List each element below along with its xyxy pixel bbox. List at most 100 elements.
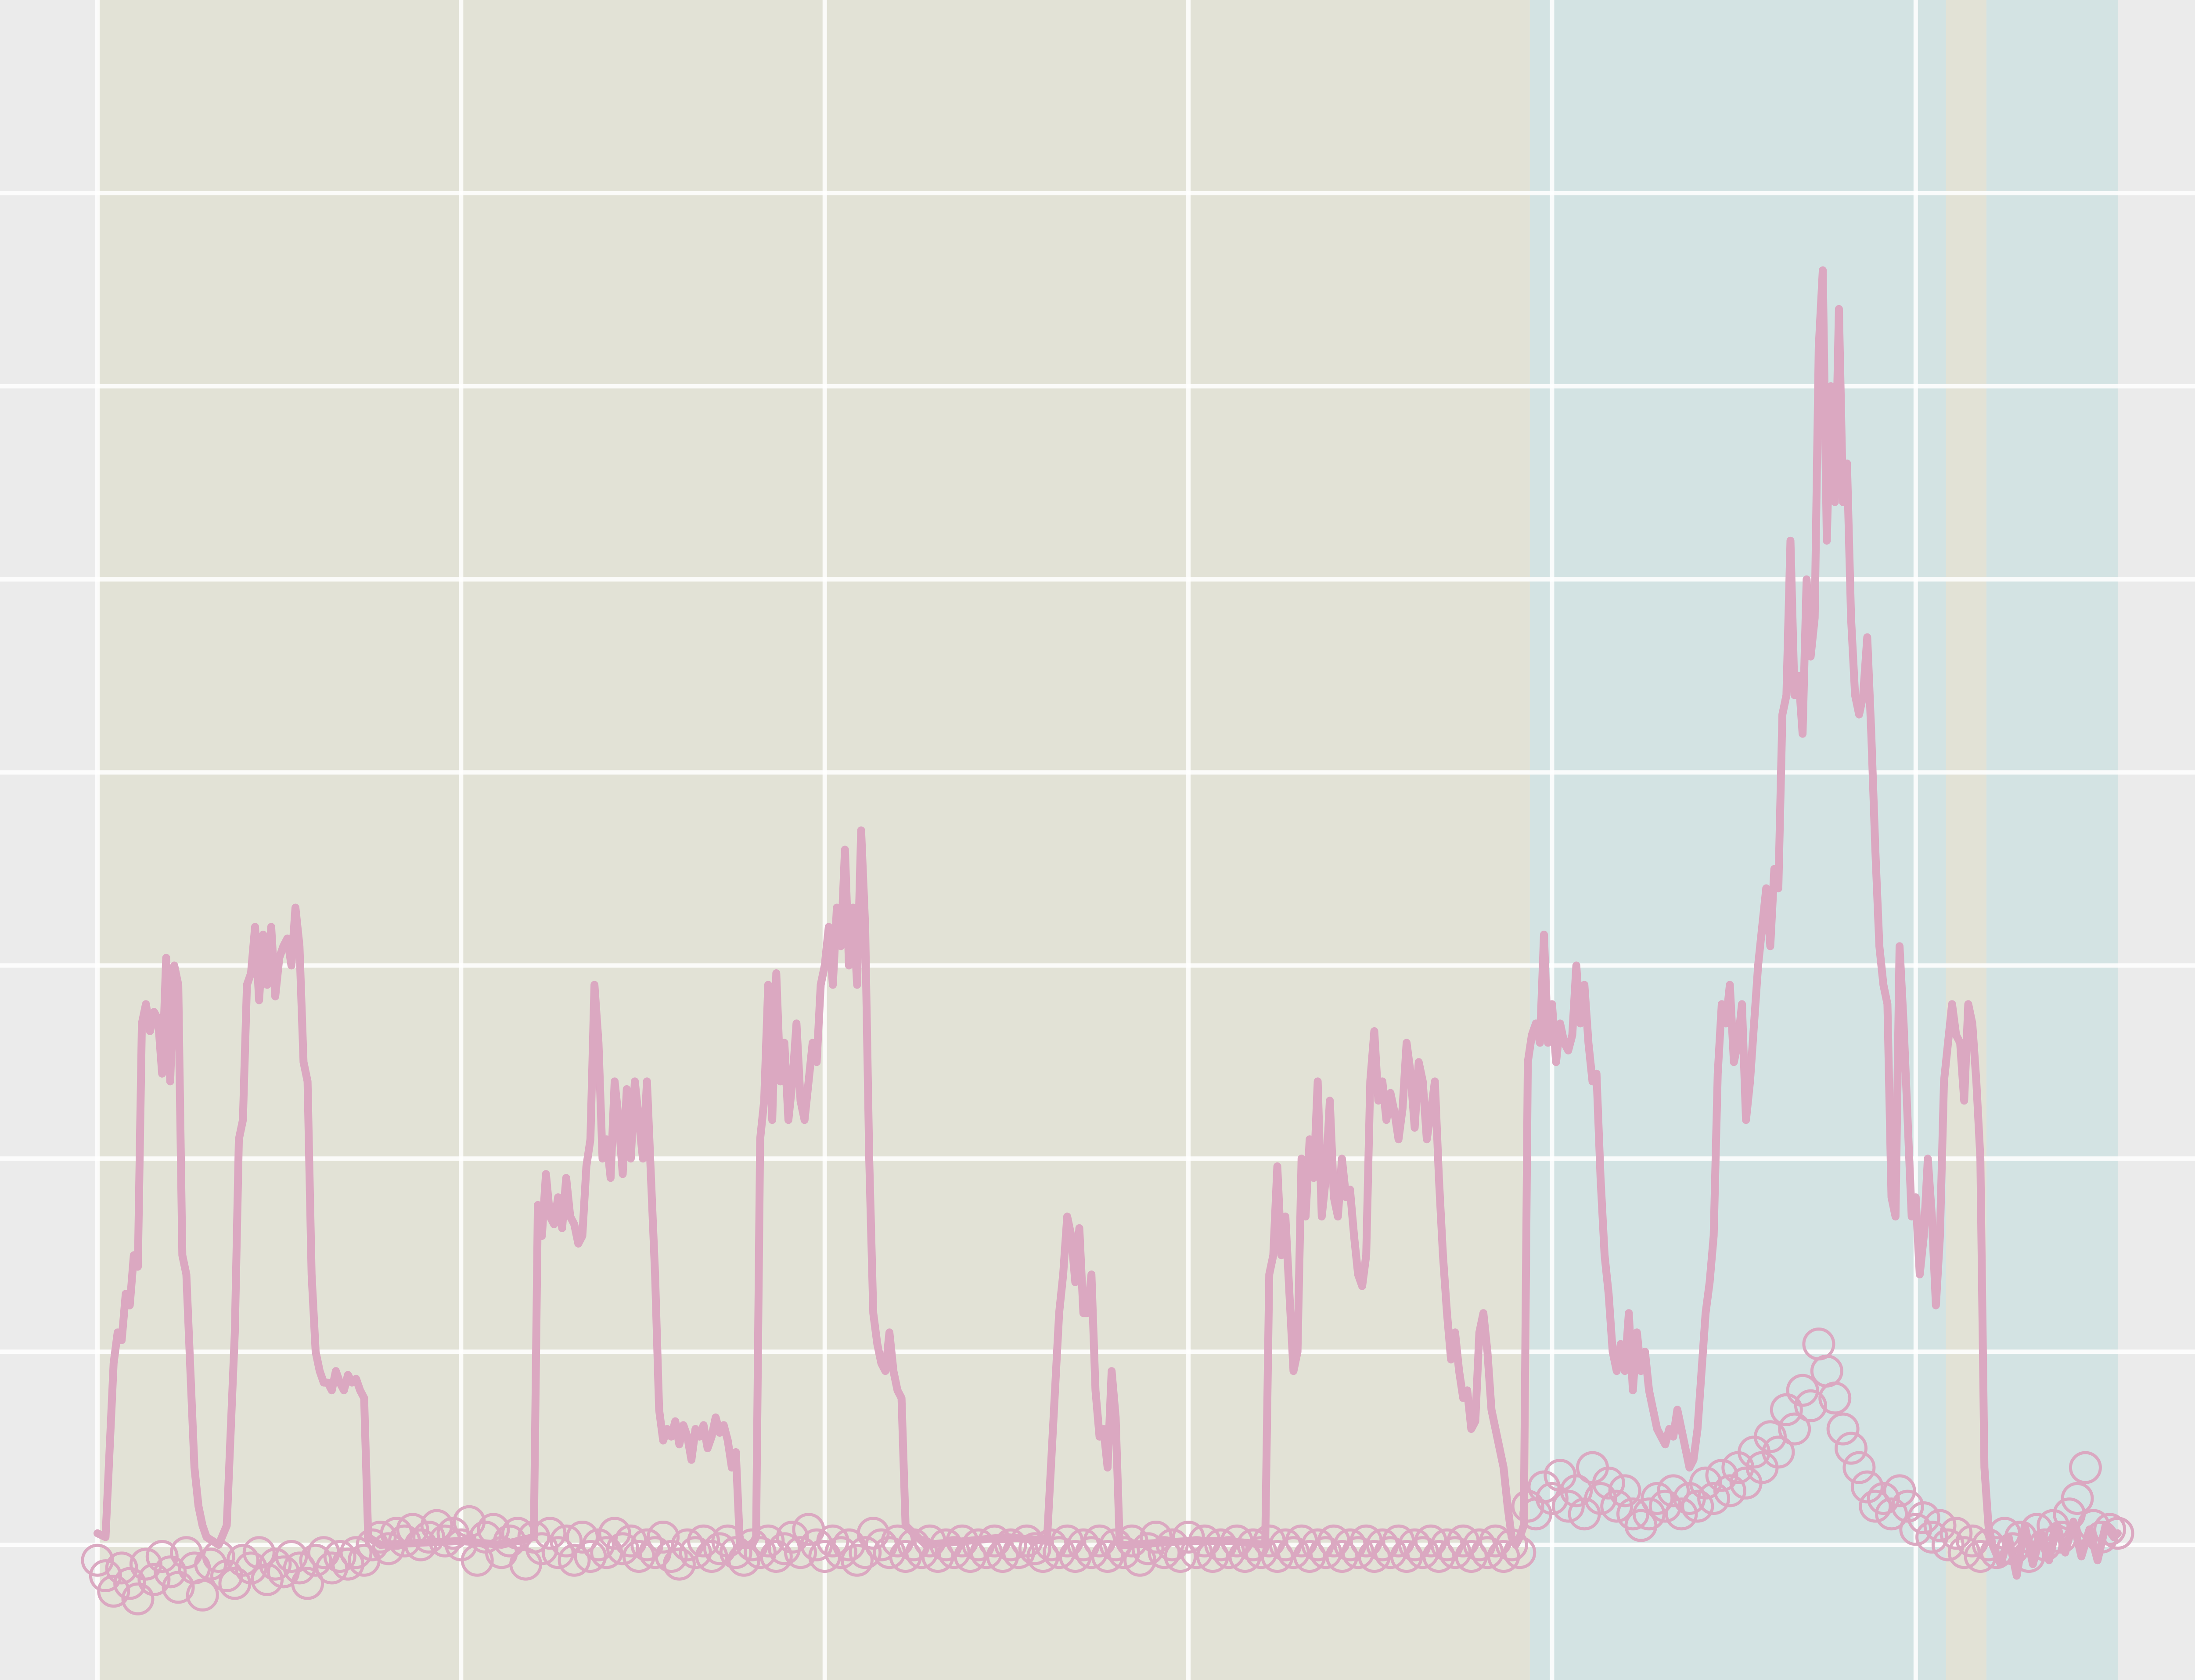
- series-layer: [81, 266, 2134, 1615]
- data-point-1-86: [776, 1521, 809, 1554]
- data-point-1-194: [1648, 1489, 1682, 1523]
- data-point-1-70: [647, 1521, 680, 1554]
- data-point-1-55: [525, 1532, 558, 1565]
- data-point-1-9: [154, 1555, 187, 1589]
- data-point-1-116: [1018, 1532, 1051, 1565]
- data-point-1-199: [1689, 1466, 1722, 1500]
- data-point-1-221: [1867, 1482, 1900, 1515]
- data-point-1-234: [1972, 1528, 2005, 1561]
- data-point-1-177: [1511, 1489, 1544, 1523]
- data-point-1-60: [566, 1521, 599, 1554]
- data-point-1-198: [1681, 1489, 1714, 1523]
- data-point-1-183: [1560, 1474, 1593, 1507]
- data-point-1-42: [420, 1509, 453, 1542]
- data-point-1-201: [1705, 1459, 1738, 1492]
- data-point-1-59: [558, 1543, 591, 1577]
- data-point-1-187: [1592, 1466, 1625, 1500]
- data-point-1-218: [1842, 1451, 1876, 1484]
- data-point-1-72: [662, 1547, 696, 1581]
- data-point-1-224: [1891, 1489, 1924, 1523]
- data-point-1-6: [129, 1547, 162, 1581]
- data-point-1-27: [299, 1543, 332, 1577]
- data-point-1-223: [1883, 1474, 1916, 1507]
- data-point-1-210: [1778, 1412, 1811, 1446]
- data-point-1-21: [251, 1563, 284, 1596]
- data-point-1-238: [2004, 1521, 2037, 1554]
- data-point-1-0: [81, 1543, 114, 1577]
- data-point-1-189: [1608, 1474, 1641, 1507]
- data-point-1-228: [1923, 1509, 1957, 1542]
- data-point-1-10: [162, 1571, 195, 1604]
- data-point-1-71: [655, 1540, 688, 1573]
- data-point-1-22: [259, 1547, 292, 1581]
- data-point-1-200: [1697, 1482, 1731, 1515]
- data-point-1-32: [339, 1536, 373, 1569]
- data-point-1-84: [759, 1540, 793, 1573]
- data-point-1-75: [687, 1524, 720, 1558]
- data-point-1-208: [1762, 1435, 1795, 1469]
- data-point-1-186: [1584, 1482, 1617, 1515]
- data-point-1-40: [404, 1528, 437, 1561]
- data-point-1-113: [994, 1528, 1027, 1561]
- data-point-1-5: [121, 1582, 155, 1615]
- data-point-1-135: [1172, 1521, 1205, 1554]
- data-point-1-192: [1632, 1497, 1666, 1531]
- background-band-0: [97, 0, 1530, 1680]
- data-point-1-58: [550, 1524, 583, 1558]
- series-markers-1: [81, 1327, 2134, 1615]
- data-point-1-26: [291, 1567, 324, 1600]
- data-point-1-180: [1535, 1482, 1569, 1515]
- data-point-1-39: [396, 1513, 429, 1546]
- data-point-1-1: [89, 1559, 122, 1592]
- series-line-0: [94, 266, 2122, 1580]
- data-point-1-248: [2085, 1521, 2118, 1554]
- data-point-1-215: [1818, 1381, 1852, 1415]
- data-point-1-219: [1850, 1470, 1884, 1504]
- data-point-1-196: [1665, 1497, 1698, 1531]
- data-point-1-52: [501, 1517, 534, 1550]
- data-point-1-241: [2028, 1528, 2062, 1561]
- data-point-1-235: [1980, 1536, 2013, 1569]
- data-point-1-216: [1826, 1412, 1860, 1446]
- data-point-1-246: [2069, 1451, 2102, 1484]
- data-point-1-226: [1907, 1501, 1940, 1534]
- data-point-1-64: [598, 1517, 631, 1550]
- data-point-1-131: [1139, 1521, 1173, 1554]
- data-point-1-36: [372, 1532, 405, 1565]
- data-point-1-211: [1786, 1374, 1819, 1407]
- background-band-3: [1986, 0, 2118, 1680]
- data-point-1-230: [1940, 1517, 1973, 1550]
- data-point-1-243: [2044, 1521, 2078, 1554]
- data-point-1-80: [727, 1543, 761, 1577]
- data-point-1-8: [145, 1540, 179, 1573]
- data-point-1-65: [606, 1532, 639, 1565]
- data-point-1-220: [1859, 1489, 1892, 1523]
- data-point-1-25: [283, 1551, 316, 1585]
- data-point-1-3: [105, 1551, 138, 1585]
- data-point-1-92: [824, 1536, 857, 1569]
- data-point-1-193: [1641, 1482, 1674, 1515]
- data-point-1-14: [194, 1547, 227, 1581]
- data-point-1-62: [582, 1528, 615, 1561]
- data-point-1-56: [533, 1517, 567, 1550]
- data-point-1-176: [1503, 1536, 1536, 1569]
- data-point-1-240: [2020, 1513, 2054, 1546]
- data-point-1-134: [1164, 1540, 1197, 1573]
- data-point-1-175: [1495, 1528, 1528, 1561]
- data-point-1-83: [752, 1524, 785, 1558]
- data-point-1-195: [1657, 1474, 1690, 1507]
- data-point-1-212: [1794, 1389, 1827, 1422]
- data-point-1-18: [226, 1543, 259, 1577]
- data-point-1-217: [1835, 1432, 1868, 1465]
- data-point-1-15: [202, 1540, 235, 1573]
- data-point-1-79: [719, 1536, 752, 1569]
- data-point-1-47: [461, 1543, 494, 1577]
- data-point-1-13: [186, 1579, 219, 1612]
- data-point-1-209: [1770, 1393, 1803, 1426]
- data-point-1-236: [1988, 1517, 2021, 1550]
- data-point-1-182: [1551, 1489, 1585, 1523]
- background-band-1: [1529, 0, 1946, 1680]
- data-point-1-87: [784, 1536, 817, 1569]
